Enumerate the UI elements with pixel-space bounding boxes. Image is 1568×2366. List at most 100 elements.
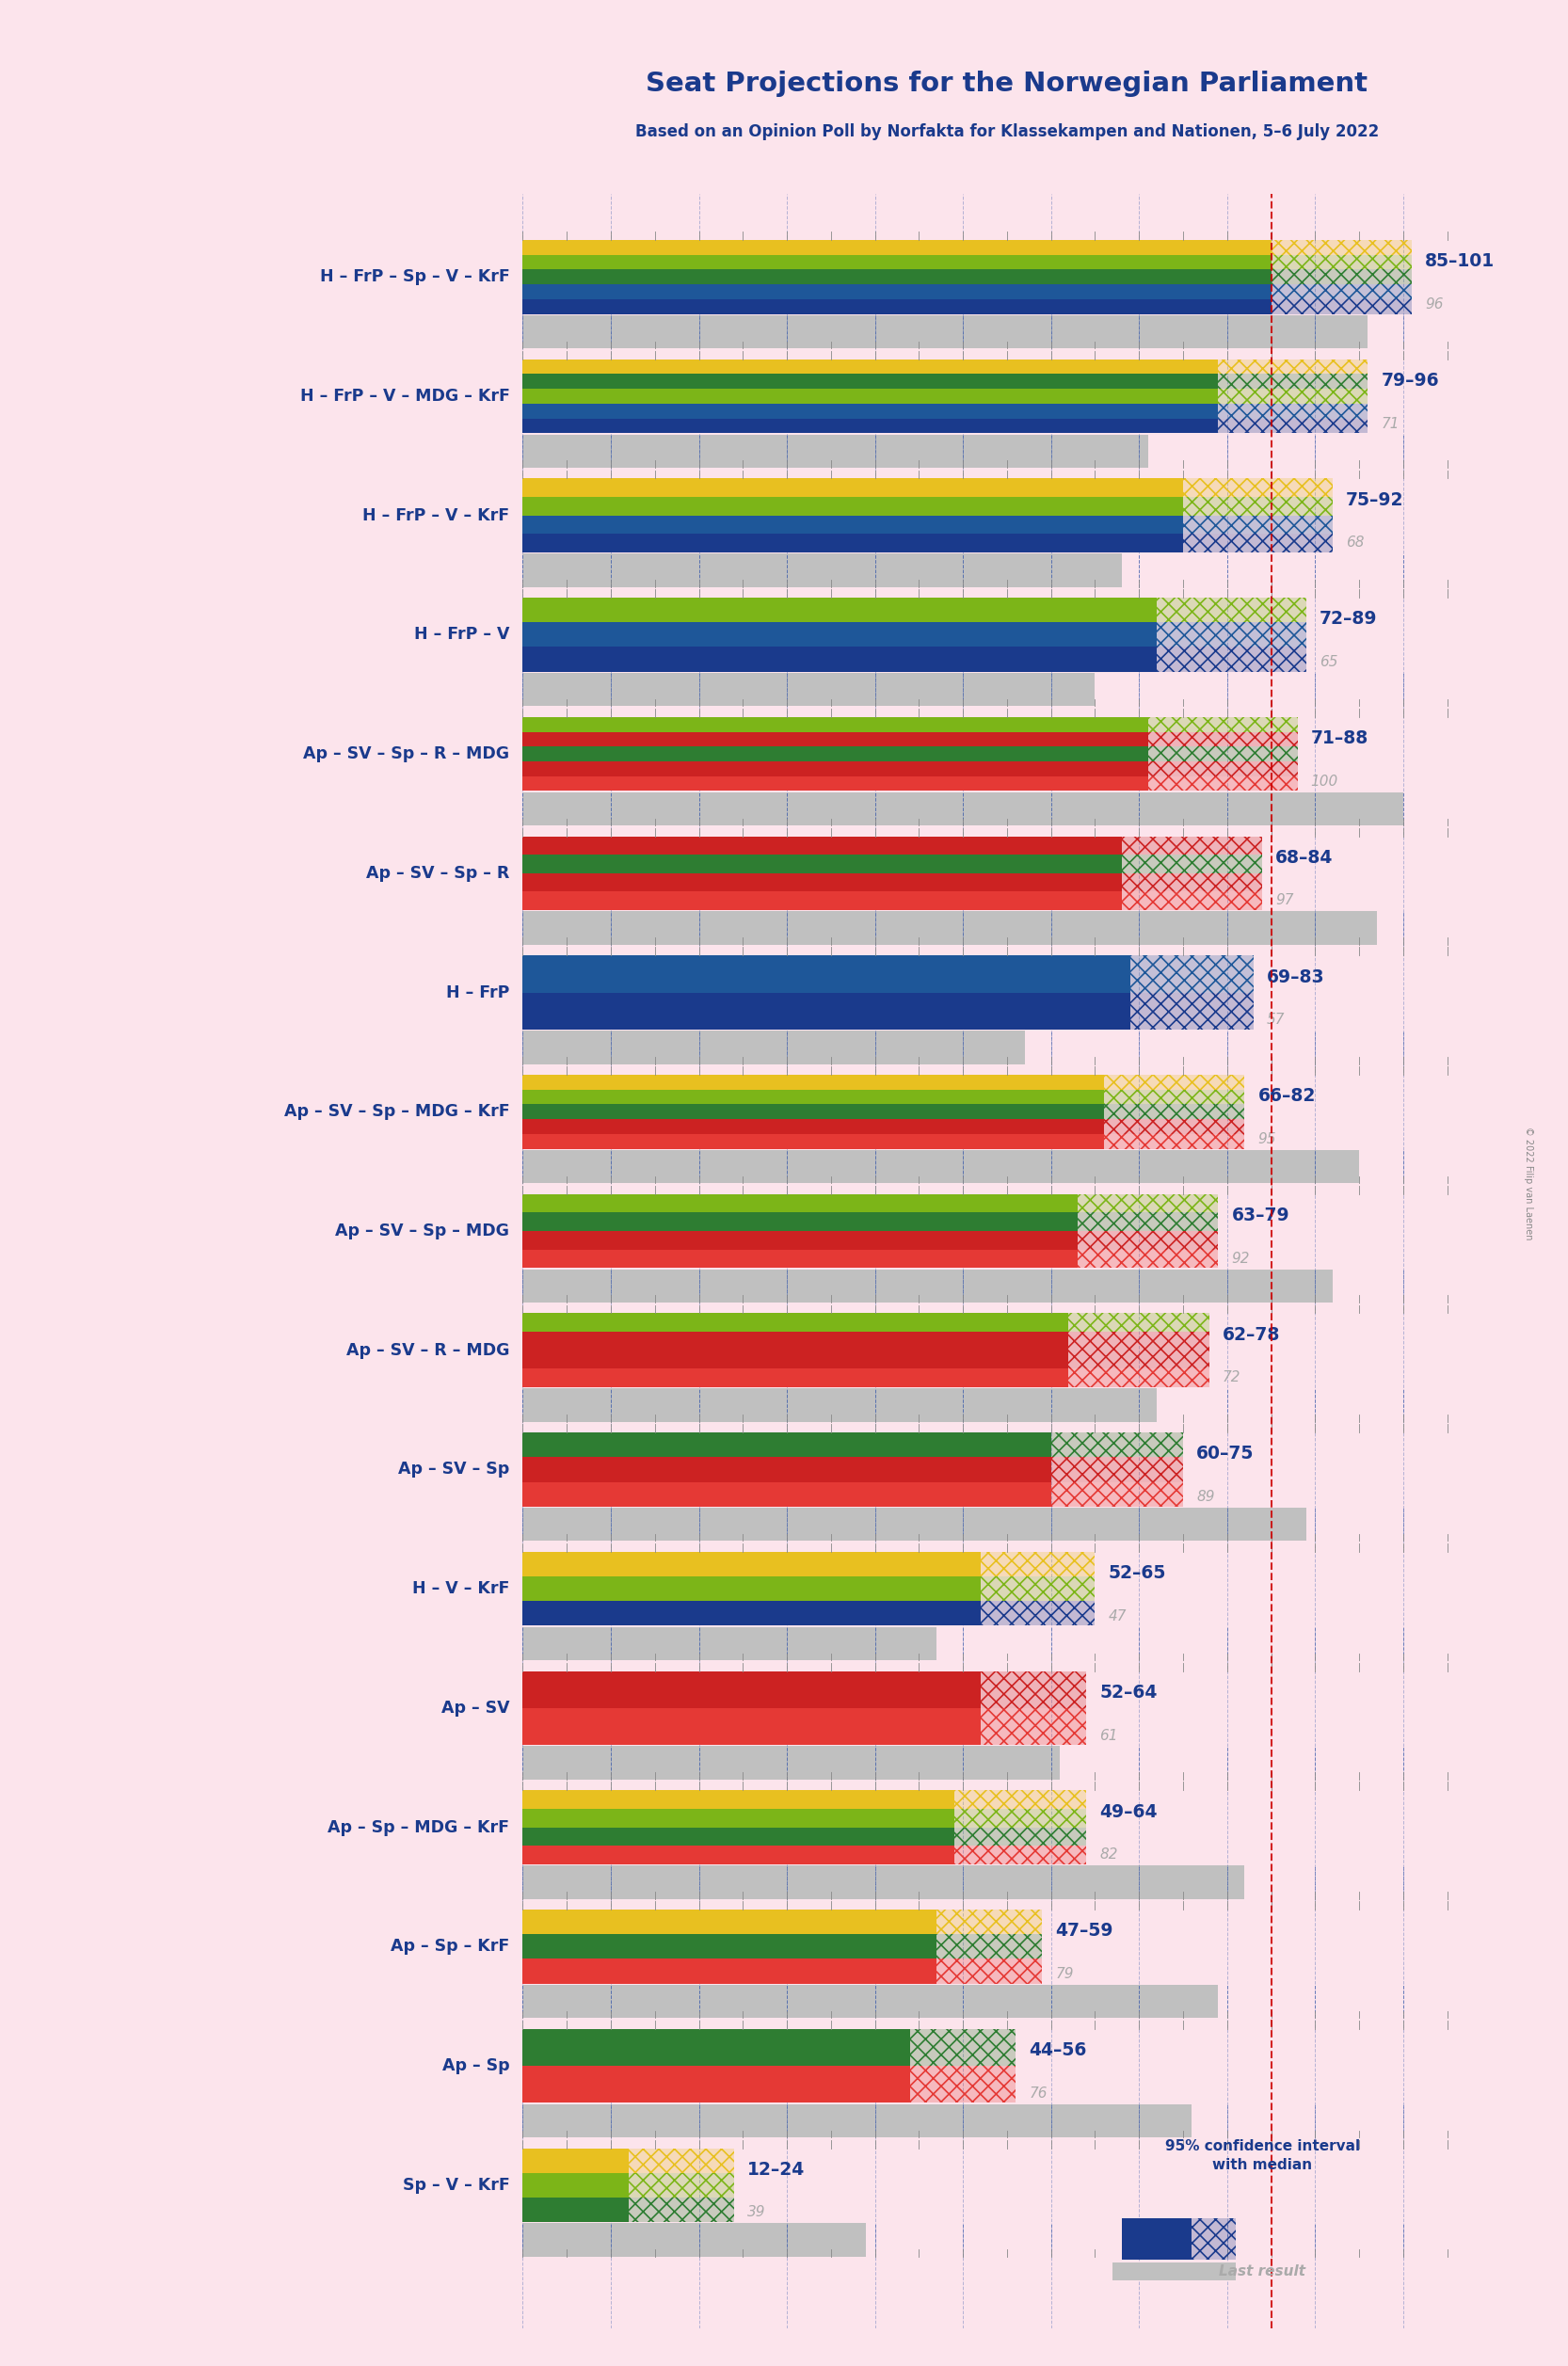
Bar: [1051, 1481, 1182, 1507]
Bar: [629, 2148, 734, 2172]
Bar: [522, 1810, 955, 1827]
Bar: [1051, 1457, 1182, 1481]
Text: Ap – SV – Sp – R: Ap – SV – Sp – R: [367, 864, 510, 883]
Bar: [522, 2066, 909, 2103]
Bar: [1192, 2217, 1236, 2260]
Bar: [522, 1370, 1069, 1386]
Bar: [1218, 388, 1367, 405]
Bar: [522, 298, 1272, 315]
Bar: [522, 622, 1157, 646]
Bar: [1218, 374, 1367, 388]
Bar: [522, 1351, 1069, 1370]
Text: Ap – SV – Sp: Ap – SV – Sp: [398, 1462, 510, 1479]
Bar: [522, 1091, 1104, 1105]
Bar: [1113, 2262, 1236, 2281]
Bar: [1104, 1074, 1245, 1091]
Bar: [1148, 748, 1297, 762]
Bar: [522, 2148, 629, 2172]
Bar: [522, 284, 1272, 298]
Bar: [522, 1628, 936, 1661]
Bar: [980, 1576, 1094, 1602]
Bar: [522, 1959, 936, 1983]
Bar: [1069, 1351, 1209, 1370]
Text: 61: 61: [1099, 1730, 1118, 1741]
Bar: [522, 731, 1148, 748]
Bar: [522, 1481, 1051, 1507]
Bar: [1069, 1351, 1209, 1370]
Bar: [1121, 2217, 1192, 2260]
Bar: [522, 776, 1148, 790]
Bar: [936, 1959, 1043, 1983]
Text: 97: 97: [1275, 894, 1294, 909]
Text: 69–83: 69–83: [1267, 968, 1325, 987]
Bar: [522, 1507, 1306, 1540]
Bar: [1104, 1074, 1245, 1091]
Bar: [522, 762, 1148, 776]
Bar: [955, 1845, 1087, 1864]
Bar: [1157, 622, 1306, 646]
Bar: [1077, 1249, 1218, 1268]
Bar: [955, 1827, 1087, 1845]
Bar: [522, 1552, 980, 1576]
Bar: [955, 1810, 1087, 1827]
Text: H – FrP – V: H – FrP – V: [414, 627, 510, 644]
Bar: [522, 672, 1094, 707]
Text: 85–101: 85–101: [1425, 253, 1494, 270]
Bar: [1069, 1332, 1209, 1351]
Bar: [1272, 270, 1411, 284]
Text: 63–79: 63–79: [1231, 1207, 1289, 1226]
Text: Ap – SV – Sp – R – MDG: Ap – SV – Sp – R – MDG: [303, 745, 510, 762]
Bar: [1051, 1431, 1182, 1457]
Bar: [1192, 2217, 1236, 2260]
Bar: [629, 2198, 734, 2222]
Text: 95% confidence interval
with median: 95% confidence interval with median: [1165, 2139, 1359, 2172]
Bar: [522, 1909, 936, 1935]
Text: 66–82: 66–82: [1258, 1088, 1316, 1105]
Bar: [522, 270, 1272, 284]
Bar: [522, 873, 1121, 892]
Bar: [1148, 731, 1297, 748]
Text: Ap – SV: Ap – SV: [441, 1699, 510, 1715]
Bar: [955, 1827, 1087, 1845]
Bar: [629, 2198, 734, 2222]
Text: 39: 39: [748, 2205, 765, 2219]
Text: 62–78: 62–78: [1223, 1325, 1281, 1344]
Bar: [522, 554, 1121, 587]
Bar: [522, 1985, 1218, 2018]
Bar: [522, 2224, 866, 2257]
Text: 52–65: 52–65: [1109, 1564, 1167, 1583]
Bar: [980, 1552, 1094, 1576]
Text: Last result: Last result: [1218, 2264, 1306, 2278]
Text: 100: 100: [1311, 774, 1338, 788]
Bar: [1157, 646, 1306, 672]
Bar: [980, 1602, 1094, 1625]
Text: Based on an Opinion Poll by Norfakta for Klassekampen and Nationen, 5–6 July 202: Based on an Opinion Poll by Norfakta for…: [635, 123, 1378, 140]
Text: 72–89: 72–89: [1320, 610, 1377, 627]
Text: 79: 79: [1055, 1966, 1074, 1980]
Text: Sp – V – KrF: Sp – V – KrF: [403, 2177, 510, 2193]
Text: H – FrP – Sp – V – KrF: H – FrP – Sp – V – KrF: [320, 267, 510, 286]
Text: 71–88: 71–88: [1311, 729, 1369, 748]
Bar: [1069, 1332, 1209, 1351]
Bar: [522, 478, 1182, 497]
Bar: [522, 748, 1148, 762]
Bar: [1104, 1091, 1245, 1105]
Bar: [1218, 388, 1367, 405]
Bar: [1157, 599, 1306, 622]
Bar: [1157, 622, 1306, 646]
Bar: [1218, 360, 1367, 374]
Bar: [1148, 731, 1297, 748]
Text: 82: 82: [1099, 1848, 1118, 1862]
Bar: [1182, 535, 1333, 551]
Bar: [936, 1935, 1043, 1959]
Bar: [1218, 419, 1367, 433]
Bar: [1148, 717, 1297, 731]
Text: 92: 92: [1231, 1252, 1250, 1266]
Bar: [522, 1864, 1245, 1900]
Bar: [1182, 478, 1333, 497]
Text: 79–96: 79–96: [1381, 371, 1439, 390]
Bar: [1157, 599, 1306, 622]
Bar: [522, 991, 1131, 1029]
Bar: [522, 1576, 980, 1602]
Bar: [522, 1032, 1024, 1065]
